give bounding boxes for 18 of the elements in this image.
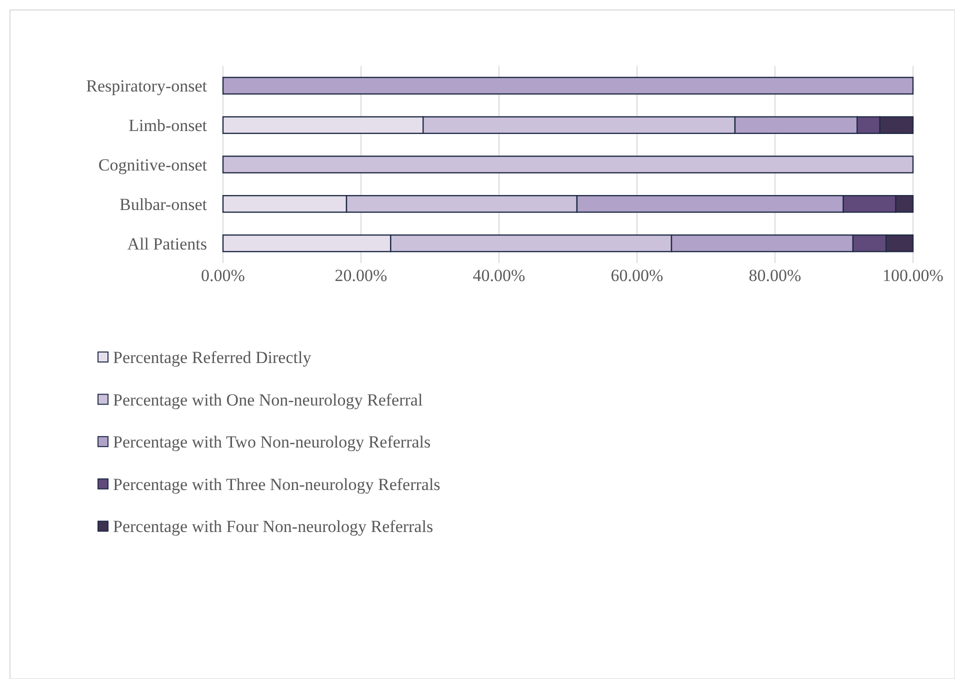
bar [222, 76, 914, 95]
y-tick-label: Cognitive-onset [98, 155, 208, 174]
x-tick-label: 80.00% [748, 266, 802, 285]
y-tick-label: Bulbar-onset [120, 194, 208, 214]
legend-label: Percentage with Two Non-neurology Referrals [113, 432, 431, 452]
bar [222, 156, 914, 174]
x-tick-label: 60.00% [610, 266, 664, 285]
x-tick-label: 40.00% [472, 266, 526, 285]
x-tick-label: 100.00% [882, 266, 944, 285]
legend-label: Percentage with Three Non-neurology Referrals [113, 474, 440, 494]
legend-label: Percentage Referred Directly [113, 348, 312, 367]
y-tick-label: Respiratory-onset [86, 76, 208, 96]
x-tick-label: 20.00% [334, 266, 388, 285]
y-tick-label: All Patients [127, 234, 207, 254]
legend-label: Percentage with One Non-neurology Referral [113, 390, 423, 410]
legend-label: Percentage with Four Non-neurology Referrals [113, 517, 434, 536]
x-tick-label: 0.00% [201, 266, 245, 285]
y-tick-label: Limb-onset [128, 116, 208, 136]
